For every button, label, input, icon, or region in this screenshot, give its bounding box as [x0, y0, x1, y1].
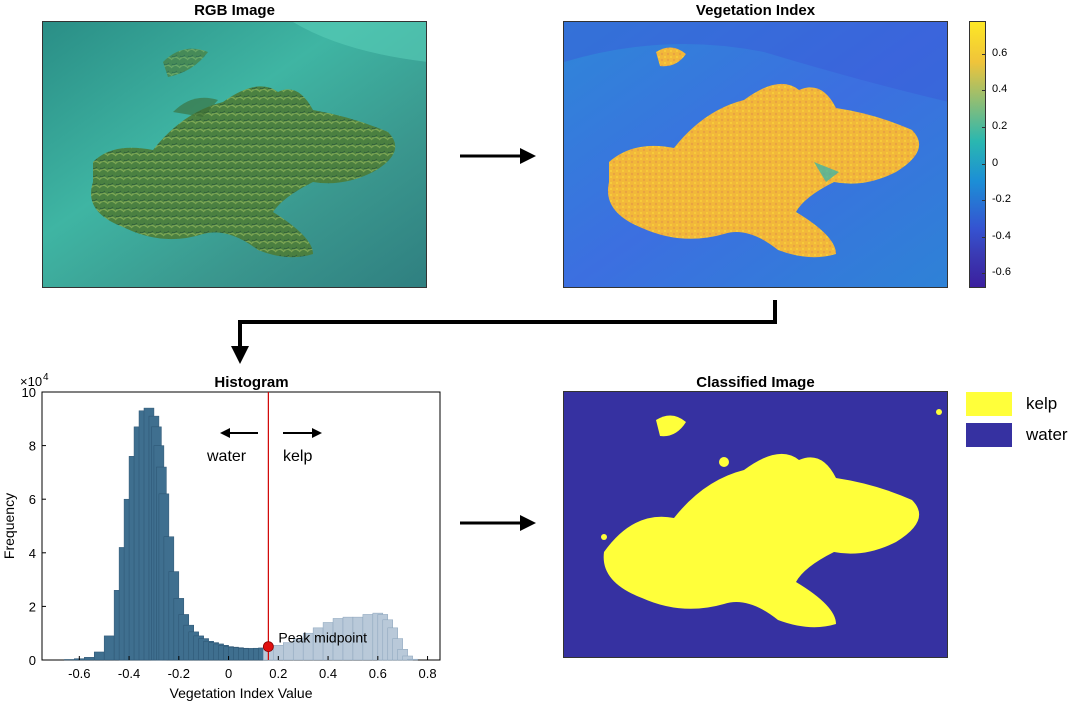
x-tick-label: -0.2 [168, 666, 190, 681]
vegetation-title: Vegetation Index [695, 2, 816, 19]
x-tick-label: -0.4 [118, 666, 140, 681]
arrow-histogram-to-classified [460, 515, 536, 531]
colorbar [969, 21, 986, 288]
water-label: water [206, 448, 247, 465]
y-tick-label: 0 [29, 653, 36, 668]
histogram-bar [103, 635, 115, 661]
rgb-image [42, 21, 427, 288]
colorbar-tick-label: 0.4 [992, 83, 1008, 96]
vegetation-index-image [563, 21, 948, 288]
x-tick-label: 0.6 [369, 666, 387, 681]
x-tick-label: 0.4 [319, 666, 337, 681]
colorbar-tick-mark [982, 163, 986, 165]
histogram-bar [93, 651, 105, 661]
classified-title: Classified Image [696, 374, 815, 391]
legend-kelp-label: kelp [1026, 394, 1058, 413]
colorbar-tick-mark [982, 236, 986, 238]
colorbar-tick-mark [982, 90, 986, 92]
colorbar-tick-mark [982, 200, 986, 202]
water-direction-arrow [220, 428, 258, 438]
y-tick-label: 2 [29, 599, 36, 614]
peak-midpoint-label: Peak midpoint [278, 630, 367, 646]
arrow-rgb-to-vegetation [460, 148, 536, 164]
colorbar-tick-mark [982, 53, 986, 55]
y-axis-label: Frequency [1, 493, 17, 559]
classified-image [563, 391, 948, 658]
colorbar-tick-mark [982, 127, 986, 129]
x-axis-label: Vegetation Index Value [170, 685, 313, 701]
x-tick-label: 0 [225, 666, 232, 681]
y-tick-label: 4 [29, 546, 36, 561]
kelp-label: kelp [283, 448, 312, 465]
x-tick-label: 0.2 [269, 666, 287, 681]
colorbar-tick-label: -0.6 [992, 266, 1011, 279]
y-exponent-power: 4 [43, 372, 49, 383]
histogram-bar [407, 658, 418, 661]
legend-kelp-swatch [966, 392, 1012, 416]
rgb-title: RGB Image [194, 2, 275, 19]
peak-midpoint-marker [262, 641, 274, 653]
legend-water-swatch [966, 423, 1012, 447]
histogram-bar [64, 659, 75, 661]
histogram-bar [84, 657, 95, 661]
histogram-chart: -0.6 -0.4 -0.2 0 0.2 0.4 0.6 0.8 0 2 4 6 8 10 Peak mi… [1, 372, 441, 701]
colorbar-tick-label: -0.2 [992, 193, 1011, 206]
kelp-direction-arrow [283, 428, 322, 438]
colorbar-tick-label: 0.2 [992, 120, 1008, 133]
x-tick-label: -0.6 [68, 666, 90, 681]
arrow-vegetation-to-histogram [231, 300, 777, 364]
legend-water: water [966, 423, 1068, 447]
y-exponent-base: ×10 [20, 374, 42, 389]
y-tick-label: 6 [29, 492, 36, 507]
colorbar-tick-mark [982, 273, 986, 275]
colorbar-tick-label: -0.4 [992, 229, 1011, 242]
histogram-title: Histogram [214, 374, 289, 391]
colorbar-tick-label: 0 [992, 156, 999, 169]
x-tick-label: 0.8 [419, 666, 437, 681]
y-tick-label: 8 [29, 439, 36, 454]
y-tick-label: 10 [22, 385, 36, 400]
colorbar-tick-label: 0.6 [992, 46, 1008, 59]
legend-water-label: water [1026, 425, 1068, 444]
legend-kelp: kelp [966, 392, 1057, 416]
